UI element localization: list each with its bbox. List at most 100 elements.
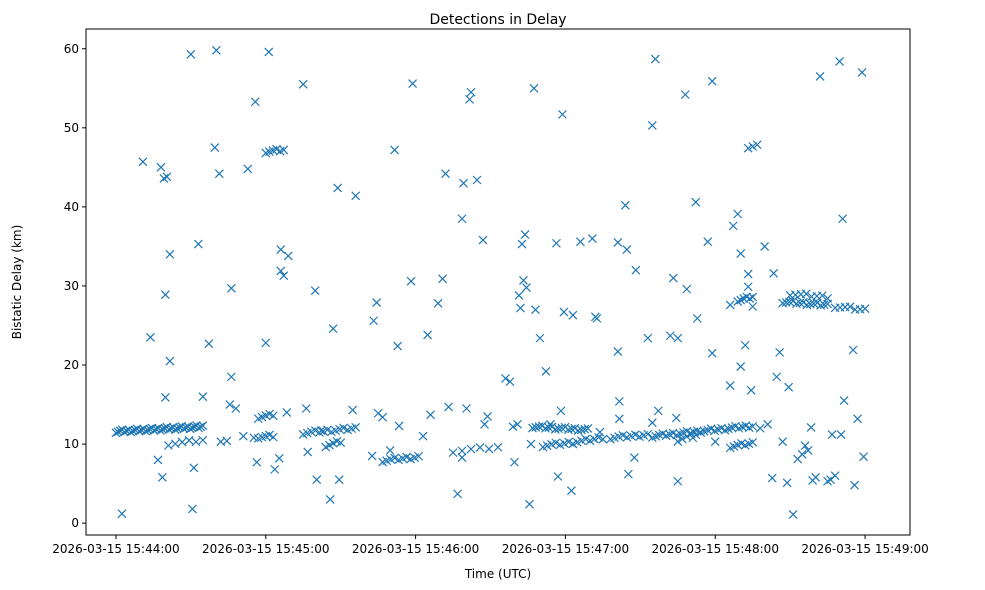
detection-marker [845,302,855,312]
detection-marker [367,451,377,461]
detection-marker [274,453,284,463]
detection-marker [526,439,536,449]
detection-marker [592,313,602,323]
detection-marker [312,475,322,485]
detection-marker [170,439,180,449]
detection-marker [551,438,561,448]
detection-marker [541,366,551,376]
detection-marker [583,423,593,433]
detection-marker [459,178,468,188]
detection-marker [748,302,758,311]
detection-marker [493,442,503,452]
detection-marker [472,175,482,185]
detection-marker [835,56,845,66]
detection-marker [575,237,585,247]
detection-marker [448,448,458,458]
x-axis: 2026-03-15 15:44:00 2026-03-15 15:45:00 20… [52,535,929,556]
detection-marker [204,339,214,349]
detection-marker [372,298,382,307]
detection-marker [196,422,206,432]
detection-marker [752,140,762,150]
detection-marker [760,241,770,251]
detection-marker [298,79,308,89]
detection-marker [113,427,123,437]
detection-marker [406,276,416,286]
detection-marker [279,145,289,155]
detection-marker [226,372,236,382]
detection-marker [859,452,868,462]
x-tick-label: 2026-03-15 15:45:00 [202,542,329,556]
detection-marker [264,47,274,57]
detection-marker [117,509,127,519]
detection-marker [755,423,765,433]
detection-marker [160,393,170,402]
y-tick-label: 10 [64,437,79,451]
detection-marker [631,265,641,275]
detection-marker [390,145,400,155]
detection-marker [839,396,849,406]
y-tick-label: 30 [64,279,79,293]
detection-marker [325,494,335,504]
x-tick-label: 2026-03-15 15:44:00 [52,542,179,556]
detection-marker [823,294,833,303]
detection-marker [728,221,738,231]
detection-marker [598,434,608,444]
detection-marker [214,169,224,179]
detection-marker [194,423,204,433]
detection-marker [806,423,816,432]
detection-marker [614,396,624,406]
detection-marker [222,436,232,446]
detection-marker [336,438,346,448]
detection-marker [433,298,443,308]
detection-marker [809,299,819,308]
detection-marker [516,303,525,313]
detection-marker [153,455,163,465]
detection-marker [187,504,197,514]
detection-marker [141,426,151,436]
detection-marker [198,435,208,445]
detection-marker [185,424,195,434]
detection-marker [573,426,583,436]
detection-marker [748,421,758,431]
detection-marker [748,437,758,447]
detection-marker [784,382,794,392]
detection-marker [665,331,675,341]
detection-marker [792,299,801,309]
detection-marker [707,348,717,358]
detection-marker [673,437,683,446]
x-tick-label: 2026-03-15 15:48:00 [652,542,779,556]
detection-marker [703,237,713,247]
detection-marker [510,457,519,467]
detection-marker [531,305,540,315]
detection-marker [816,300,826,310]
detection-marker [466,87,476,97]
detection-marker [815,72,825,81]
detection-marker [210,143,220,153]
detection-marker [557,109,567,119]
detection-marker [623,469,633,479]
detection-marker [514,291,524,300]
detection-marker [838,214,848,224]
detection-marker [193,239,203,249]
detection-marker [414,451,424,461]
detection-marker [378,412,388,422]
detection-marker [595,427,605,437]
detection-marker [803,445,813,455]
detection-marker [622,245,632,255]
detection-marker [484,444,494,454]
detection-marker [177,437,187,447]
x-tick-label: 2026-03-15 15:49:00 [801,542,928,556]
detection-marker [650,54,660,64]
detection-marker [857,68,867,77]
detection-marker [282,408,292,417]
detection-marker [817,291,827,301]
detection-marker [563,425,573,435]
detection-marker [576,425,586,435]
detection-marker [138,157,148,167]
detection-marker [480,419,489,429]
detection-marker [238,431,248,441]
detection-marker [173,424,182,433]
detection-marker [559,307,569,317]
detection-marker [772,372,782,382]
detection-marker [457,453,467,462]
